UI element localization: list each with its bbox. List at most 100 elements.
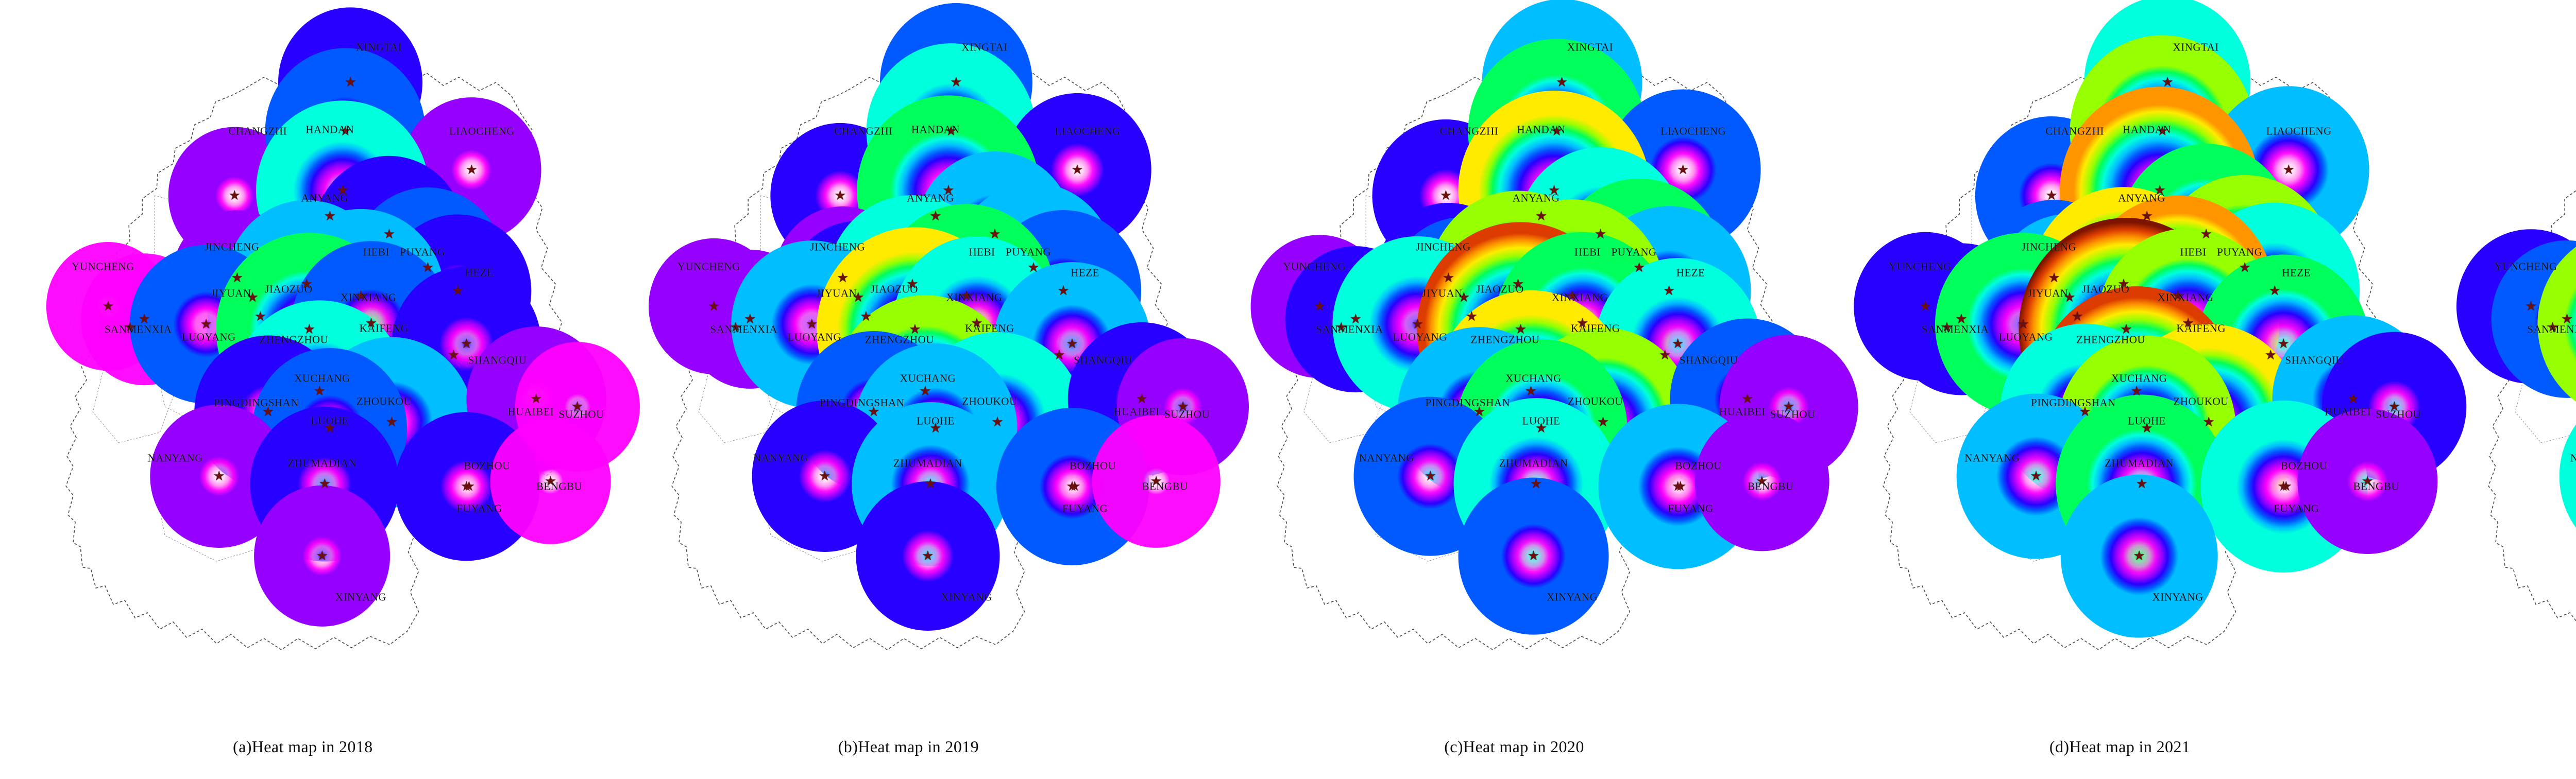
city-label-changzhi: CHANGZHI bbox=[834, 125, 893, 137]
city-marker-star-icon: ★ bbox=[2268, 283, 2281, 298]
city-marker-star-icon: ★ bbox=[2071, 309, 2083, 324]
city-label-sanmenxia: SANMENXIA bbox=[104, 323, 172, 336]
city-label-shangqiu: SHANGQIU bbox=[1679, 354, 1738, 367]
city-label-xinxiang: XINXIANG bbox=[340, 291, 397, 304]
city-marker-star-icon: ★ bbox=[2017, 317, 2029, 332]
city-label-jiyuan: JIYUAN bbox=[1421, 287, 1463, 300]
city-label-luohe: LUOHE bbox=[311, 414, 349, 427]
city-marker-star-icon: ★ bbox=[1053, 348, 1065, 362]
city-label-bozhou: BOZHOU bbox=[464, 459, 511, 472]
city-marker-star-icon: ★ bbox=[2117, 276, 2130, 291]
city-marker-star-icon: ★ bbox=[1071, 162, 1083, 177]
city-marker-star-icon: ★ bbox=[1136, 391, 1148, 406]
city-label-xinyang: XINYANG bbox=[941, 591, 992, 603]
city-label-luoyang: LUOYANG bbox=[1393, 331, 1447, 343]
city-marker-star-icon: ★ bbox=[1458, 290, 1470, 305]
city-label-yuncheng: YUNCHENG bbox=[1888, 260, 1952, 273]
city-label-shangqiu: SHANGQIU bbox=[468, 354, 527, 367]
city-marker-star-icon: ★ bbox=[837, 270, 849, 285]
heat-map-panel-d: ★ ★ ★ ★ ★ ★ ★ ★ ★ ★ ★ ★ ★ ★ ★ ★ ★ ★ ★ ★ ★ ★ ★ ★ ★ ★ ★ ★ ★ ★ ★ ★ ★ ★ XINGTA… bbox=[1817, 0, 2467, 779]
city-marker-star-icon: ★ bbox=[730, 319, 742, 335]
map-canvas: ★★★★★★★★★★★★★★★★★★★★★★★★★★★★★★★★★★XINGTA… bbox=[1817, 0, 2467, 716]
city-marker-star-icon: ★ bbox=[1576, 316, 1589, 331]
city-marker-star-icon: ★ bbox=[385, 414, 398, 429]
city-label-zhengzhou: ZHENGZHOU bbox=[1470, 333, 1540, 346]
city-label-liaocheng: LIAOCHENG bbox=[449, 125, 515, 137]
city-label-suzhou: SUZHOU bbox=[558, 408, 604, 421]
city-marker-star-icon: ★ bbox=[834, 188, 846, 203]
city-label-zhumadian: ZHUMADIAN bbox=[1499, 457, 1568, 470]
city-label-pingdingshan: PINGDINGSHAN bbox=[1425, 396, 1511, 409]
city-marker-star-icon: ★ bbox=[2264, 348, 2277, 362]
city-marker-star-icon: ★ bbox=[744, 311, 756, 326]
city-label-xuchang: XUCHANG bbox=[1505, 372, 1562, 385]
city-marker-star-icon: ★ bbox=[1941, 319, 1953, 335]
city-marker-star-icon: ★ bbox=[1555, 74, 1568, 90]
city-marker-star-icon: ★ bbox=[1066, 479, 1078, 494]
city-marker-star-icon: ★ bbox=[2154, 183, 2166, 198]
city-label-sanmenxia: SANMENXIA bbox=[710, 323, 777, 336]
city-marker-star-icon: ★ bbox=[231, 270, 243, 285]
city-marker-star-icon: ★ bbox=[228, 188, 241, 203]
city-marker-star-icon: ★ bbox=[868, 404, 880, 419]
city-label-kaifeng: KAIFENG bbox=[359, 322, 409, 335]
city-label-heze: HEZE bbox=[465, 266, 494, 279]
city-marker-star-icon: ★ bbox=[451, 283, 464, 298]
city-label-puyang: PUYANG bbox=[1005, 246, 1052, 258]
city-marker-star-icon: ★ bbox=[138, 311, 150, 326]
city-label-jiyuan: JIYUAN bbox=[816, 287, 857, 300]
city-marker-star-icon: ★ bbox=[1676, 162, 1689, 177]
city-marker-star-icon: ★ bbox=[544, 474, 557, 489]
city-label-changzhi: CHANGZHI bbox=[2045, 125, 2104, 137]
city-label-jiaozuo: JIAOZUO bbox=[2081, 283, 2130, 296]
city-marker-star-icon: ★ bbox=[2063, 290, 2076, 305]
city-marker-star-icon: ★ bbox=[1177, 399, 1189, 414]
city-marker-star-icon: ★ bbox=[316, 548, 328, 563]
city-label-jiaozuo: JIAOZUO bbox=[1476, 283, 1524, 296]
city-label-huaibei: HUAIBEI bbox=[1113, 405, 1160, 418]
city-label-liaocheng: LIAOCHENG bbox=[1660, 125, 1726, 137]
city-marker-star-icon: ★ bbox=[1349, 311, 1362, 326]
city-marker-star-icon: ★ bbox=[1783, 399, 1795, 414]
city-marker-star-icon: ★ bbox=[2182, 316, 2194, 331]
city-label-puyang: PUYANG bbox=[1611, 246, 1657, 258]
city-marker-star-icon: ★ bbox=[124, 319, 136, 335]
city-marker-star-icon: ★ bbox=[1594, 227, 1607, 241]
map-canvas: ★★★★★★★★★★★★★★★★★★★★★★★★★★★★★★★★★★XINGTA… bbox=[2422, 0, 2576, 716]
city-marker-star-icon: ★ bbox=[465, 162, 478, 177]
city-marker-star-icon: ★ bbox=[313, 384, 326, 399]
city-marker-star-icon: ★ bbox=[2277, 479, 2290, 494]
city-label-kaifeng: KAIFENG bbox=[965, 322, 1014, 335]
city-label-nanyang: NANYANG bbox=[1359, 452, 1415, 464]
city-marker-star-icon: ★ bbox=[200, 317, 212, 332]
city-label-kaifeng: KAIFENG bbox=[2176, 322, 2226, 335]
city-label-xingtai: XINGTAI bbox=[2173, 41, 2219, 54]
city-label-yuncheng: YUNCHENG bbox=[1283, 260, 1346, 273]
city-label-luoyang: LUOYANG bbox=[1998, 331, 2053, 343]
city-label-jincheng: JINCHENG bbox=[810, 240, 866, 253]
city-marker-star-icon: ★ bbox=[1473, 404, 1486, 419]
city-marker-star-icon: ★ bbox=[1512, 276, 1524, 291]
city-marker-star-icon: ★ bbox=[1535, 209, 1548, 223]
city-label-nanyang: NANYANG bbox=[147, 452, 203, 464]
heat-map-panel-a: ★ ★ ★ ★ ★ ★ ★ ★ ★ ★ ★ ★ ★ ★ ★ ★ ★ ★ ★ ★ ★ ★ ★ ★ ★ ★ ★ ★ ★ ★ ★ ★ ★ ★ XINGTA… bbox=[0, 0, 640, 779]
city-label-yuncheng: YUNCHENG bbox=[677, 260, 740, 273]
city-label-zhumadian: ZHUMADIAN bbox=[2105, 457, 2174, 470]
city-marker-star-icon: ★ bbox=[1955, 311, 1968, 326]
city-marker-star-icon: ★ bbox=[806, 317, 818, 332]
city-label-shangqiu: SHANGQIU bbox=[2285, 354, 2344, 367]
panel-caption-a: (a)Heat map in 2018 bbox=[233, 737, 373, 756]
city-label-jiyuan: JIYUAN bbox=[2027, 287, 2069, 300]
city-marker-star-icon: ★ bbox=[1514, 322, 1527, 337]
city-marker-star-icon: ★ bbox=[929, 209, 942, 223]
city-label-luohe: LUOHE bbox=[2128, 414, 2166, 427]
city-label-zhoukou: ZHOUKOU bbox=[1567, 395, 1623, 408]
city-label-zhoukou: ZHOUKOU bbox=[2173, 395, 2229, 408]
city-marker-star-icon: ★ bbox=[1756, 474, 1768, 489]
city-label-fuyang: FUYANG bbox=[1062, 502, 1108, 515]
city-label-sanmenxia: SANMENXIA bbox=[1921, 323, 1989, 336]
city-label-zhoukou: ZHOUKOU bbox=[962, 395, 1018, 408]
city-marker-star-icon: ★ bbox=[262, 404, 274, 419]
city-label-liaocheng: LIAOCHENG bbox=[2266, 125, 2332, 137]
city-marker-star-icon: ★ bbox=[2136, 476, 2148, 491]
